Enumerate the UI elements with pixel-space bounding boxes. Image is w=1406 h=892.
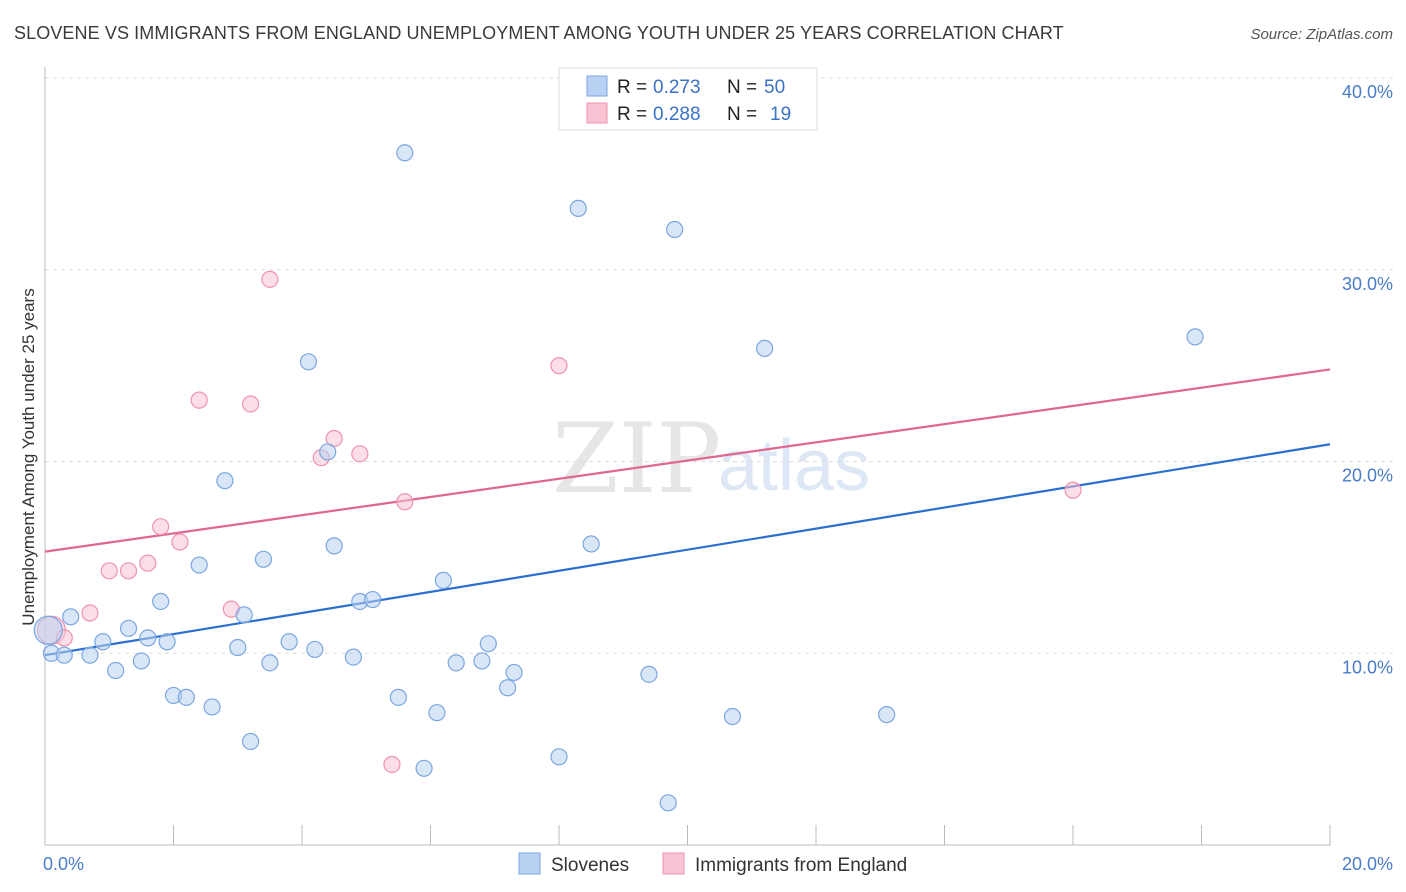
point-slovenes-34 (447, 654, 465, 672)
y-tick-label-3: 40.0% (1342, 82, 1393, 102)
point-immigrants-5 (139, 554, 157, 572)
legend-label-immigrants: Immigrants from England (695, 855, 907, 876)
axes (44, 67, 1331, 846)
point-slovenes-23 (306, 640, 324, 659)
point-immigrants-4 (119, 562, 138, 580)
y-tick-label-1: 20.0% (1342, 466, 1393, 486)
point-immigrants-17 (550, 357, 568, 375)
point-slovenes-39 (550, 748, 568, 766)
point-slovenes-7 (132, 652, 150, 670)
point-immigrants-10 (242, 395, 260, 413)
point-slovenes-8 (139, 629, 157, 647)
point-slovenes-48 (1186, 328, 1204, 346)
point-slovenes-44 (666, 220, 684, 239)
x-tick-label-0: 0.0% (43, 854, 84, 874)
stats-legend-r-value-1: 0.273 (653, 77, 701, 98)
trend-lines (44, 368, 1331, 657)
trend-line-immigrants (44, 368, 1331, 553)
point-slovenes-14 (203, 698, 221, 716)
point-slovenes-12 (177, 688, 195, 706)
point-slovenes-13 (190, 556, 208, 574)
point-slovenes-17 (235, 606, 253, 624)
stats-legend-n-value-2: 19 (770, 104, 791, 125)
point-slovenes-46 (755, 339, 774, 357)
gridlines (45, 77, 1393, 654)
point-slovenes-2 (62, 608, 80, 626)
point-slovenes-20 (261, 654, 279, 672)
y-axis-label: Unemployment Among Youth under 25 years (19, 288, 38, 625)
point-immigrants-15 (383, 755, 401, 774)
trend-line-slovenes (44, 443, 1331, 657)
point-slovenes-29 (389, 688, 407, 706)
point-slovenes-36 (479, 635, 497, 653)
point-slovenes-37 (499, 679, 517, 697)
point-slovenes-22 (299, 353, 318, 371)
point-slovenes-24 (319, 443, 337, 461)
stats-legend-r-label-2: R = (617, 104, 647, 125)
point-immigrants-3 (100, 562, 118, 580)
stats-legend-r-label-1: R = (617, 77, 647, 98)
point-slovenes-25 (325, 537, 343, 555)
point-immigrants-7 (171, 533, 189, 551)
point-slovenes-10 (158, 633, 176, 651)
chart-title: SLOVENE VS IMMIGRANTS FROM ENGLAND UNEMP… (14, 23, 1064, 43)
point-immigrants-16 (396, 493, 414, 511)
point-slovenes-43 (659, 794, 677, 812)
watermark: ZIP atlas (552, 403, 870, 515)
point-slovenes-31 (415, 759, 433, 777)
y-tick-labels: 10.0% 20.0% 30.0% 40.0% (1342, 82, 1393, 677)
point-slovenes-41 (582, 535, 600, 553)
point-slovenes-38 (505, 663, 523, 682)
point-slovenes-28 (364, 590, 382, 609)
point-slovenes-18 (242, 732, 260, 751)
data-points (33, 144, 1204, 812)
point-slovenes-32 (428, 704, 446, 722)
y-tick-label-0: 10.0% (1342, 657, 1393, 677)
point-slovenes-6 (119, 619, 138, 637)
point-slovenes-45 (723, 707, 742, 726)
point-slovenes-26 (344, 648, 362, 666)
point-slovenes-49 (33, 615, 63, 645)
legend-label-slovenes: Slovenes (551, 855, 629, 876)
point-immigrants-8 (190, 391, 208, 409)
point-slovenes-33 (434, 571, 452, 589)
chart-source: Source: ZipAtlas.com (1250, 26, 1393, 43)
point-immigrants-18 (1064, 481, 1082, 499)
point-slovenes-40 (569, 199, 587, 217)
stats-legend-swatch-immigrants (586, 102, 608, 124)
x-tick-label-1: 20.0% (1342, 854, 1393, 874)
point-slovenes-4 (94, 633, 112, 651)
stats-legend-n-label-1: N = (727, 77, 757, 98)
point-immigrants-6 (152, 518, 170, 536)
point-slovenes-47 (878, 706, 896, 724)
point-slovenes-16 (229, 638, 247, 657)
point-slovenes-5 (107, 661, 125, 680)
stats-legend-swatch-slovenes (586, 75, 608, 97)
point-slovenes-21 (280, 633, 298, 651)
point-immigrants-14 (351, 445, 369, 463)
point-slovenes-35 (473, 652, 491, 670)
point-slovenes-30 (396, 144, 414, 162)
y-tick-label-2: 30.0% (1342, 274, 1393, 294)
point-immigrants-11 (261, 270, 279, 288)
stats-legend-n-label-2: N = (727, 104, 757, 125)
point-slovenes-9 (152, 592, 170, 611)
legend-swatch-immigrants (662, 852, 685, 875)
stats-legend-r-value-2: 0.288 (653, 104, 701, 125)
point-slovenes-19 (254, 550, 273, 568)
point-slovenes-3 (81, 646, 99, 664)
point-slovenes-42 (640, 665, 658, 683)
point-immigrants-2 (81, 604, 99, 622)
stats-legend: R = 0.273 N = 50 R = 0.288 N = 19 (558, 67, 818, 131)
legend-swatch-slovenes (518, 852, 541, 875)
point-slovenes-1 (55, 646, 73, 664)
x-tick-labels: 0.0% 20.0% (43, 854, 1393, 874)
stats-legend-n-value-1: 50 (764, 77, 785, 98)
point-slovenes-15 (216, 472, 234, 490)
series-legend: Slovenes Immigrants from England (518, 852, 907, 876)
